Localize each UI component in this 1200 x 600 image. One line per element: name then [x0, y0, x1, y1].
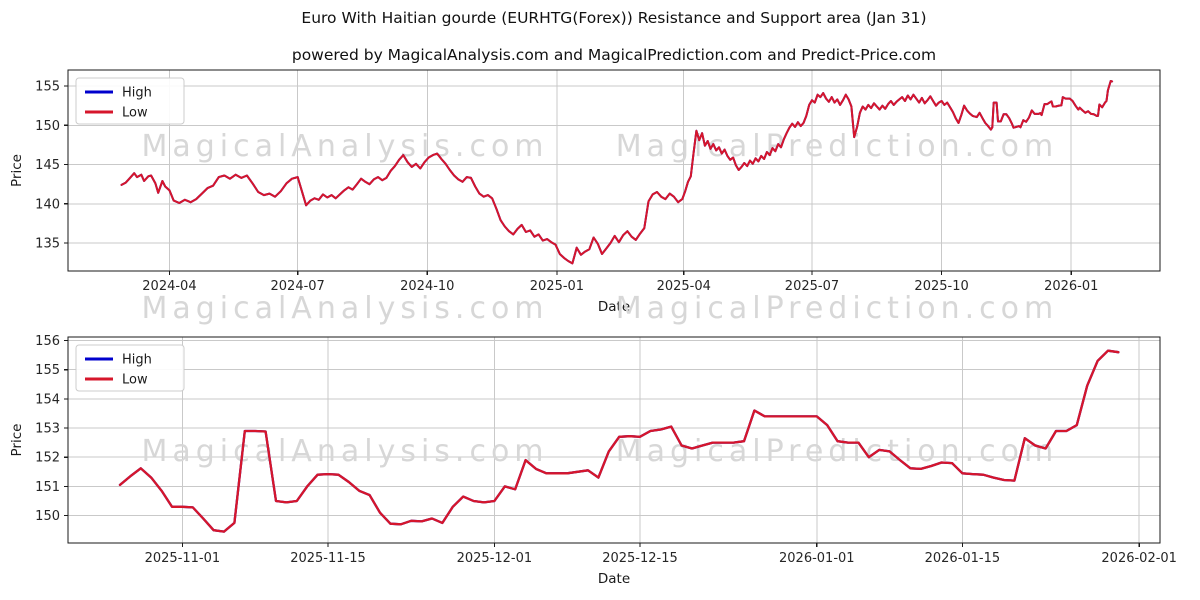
legend-label-low: Low	[122, 373, 148, 388]
y-tick-label: 150	[35, 119, 60, 134]
legend: High Low	[75, 77, 185, 125]
x-tick-label: 2025-07	[785, 279, 839, 294]
y-tick-label: 140	[35, 197, 60, 212]
watermark-text: MagicalAnalysis.com	[141, 291, 548, 326]
x-tick-label: 2025-11-01	[145, 551, 221, 566]
y-tick-label: 145	[35, 158, 60, 173]
y-tick-label: 155	[35, 80, 60, 95]
x-tick-label: 2025-11-15	[290, 551, 366, 566]
x-tick-label: 2026-01-01	[779, 551, 855, 566]
x-tick-label: 2026-01	[1044, 279, 1098, 294]
x-tick-label: 2025-12-01	[457, 551, 533, 566]
series-low-line	[120, 80, 1114, 265]
y-tick-label: 152	[35, 451, 60, 466]
y-tick-label: 153	[35, 422, 60, 437]
series-low-line	[118, 349, 1120, 533]
y-tick-label: 155	[35, 363, 60, 378]
legend-label-low: Low	[122, 106, 148, 121]
chart-top: MagicalAnalysis.com MagicalPrediction.com…	[9, 69, 1161, 315]
watermark-text: MagicalPrediction.com	[616, 291, 1059, 326]
legend-label-high: High	[122, 86, 152, 101]
x-tick-label: 2025-10	[914, 279, 968, 294]
plot-border	[67, 69, 1161, 272]
y-tick-label: 151	[35, 480, 60, 495]
watermark-text: MagicalPrediction.com	[616, 129, 1059, 164]
x-tick-label: 2024-10	[400, 279, 454, 294]
watermark-text: MagicalAnalysis.com	[141, 129, 548, 164]
chart-title: Euro With Haitian gourde (EURHTG(Forex))…	[301, 9, 927, 27]
date-axis-label: Date	[598, 299, 630, 315]
x-tick-label: 2025-12-15	[602, 551, 678, 566]
x-tick-label: 2026-02-01	[1101, 551, 1177, 566]
x-tick-label: 2026-01-15	[925, 551, 1001, 566]
y-tick-label: 154	[35, 392, 60, 407]
watermark-text: MagicalAnalysis.com	[141, 434, 548, 469]
legend: High Low	[75, 344, 185, 392]
y-tick-label: 135	[35, 236, 60, 251]
y-tick-label: 156	[35, 334, 60, 349]
plot-border	[67, 336, 1161, 544]
price-axis-label: Price	[9, 154, 25, 187]
x-tick-label: 2025-01	[530, 279, 584, 294]
x-tick-label: 2024-04	[142, 279, 196, 294]
chart-bottom: MagicalAnalysis.com MagicalPrediction.com…	[9, 334, 1177, 587]
price-axis-label: Price	[9, 424, 25, 457]
x-tick-label: 2025-04	[657, 279, 711, 294]
watermark-text: MagicalPrediction.com	[616, 434, 1059, 469]
legend-label-high: High	[122, 353, 152, 368]
date-axis-label: Date	[598, 571, 630, 587]
y-tick-label: 150	[35, 509, 60, 524]
chart-subtitle: powered by MagicalAnalysis.com and Magic…	[291, 46, 937, 64]
x-tick-label: 2024-07	[271, 279, 325, 294]
